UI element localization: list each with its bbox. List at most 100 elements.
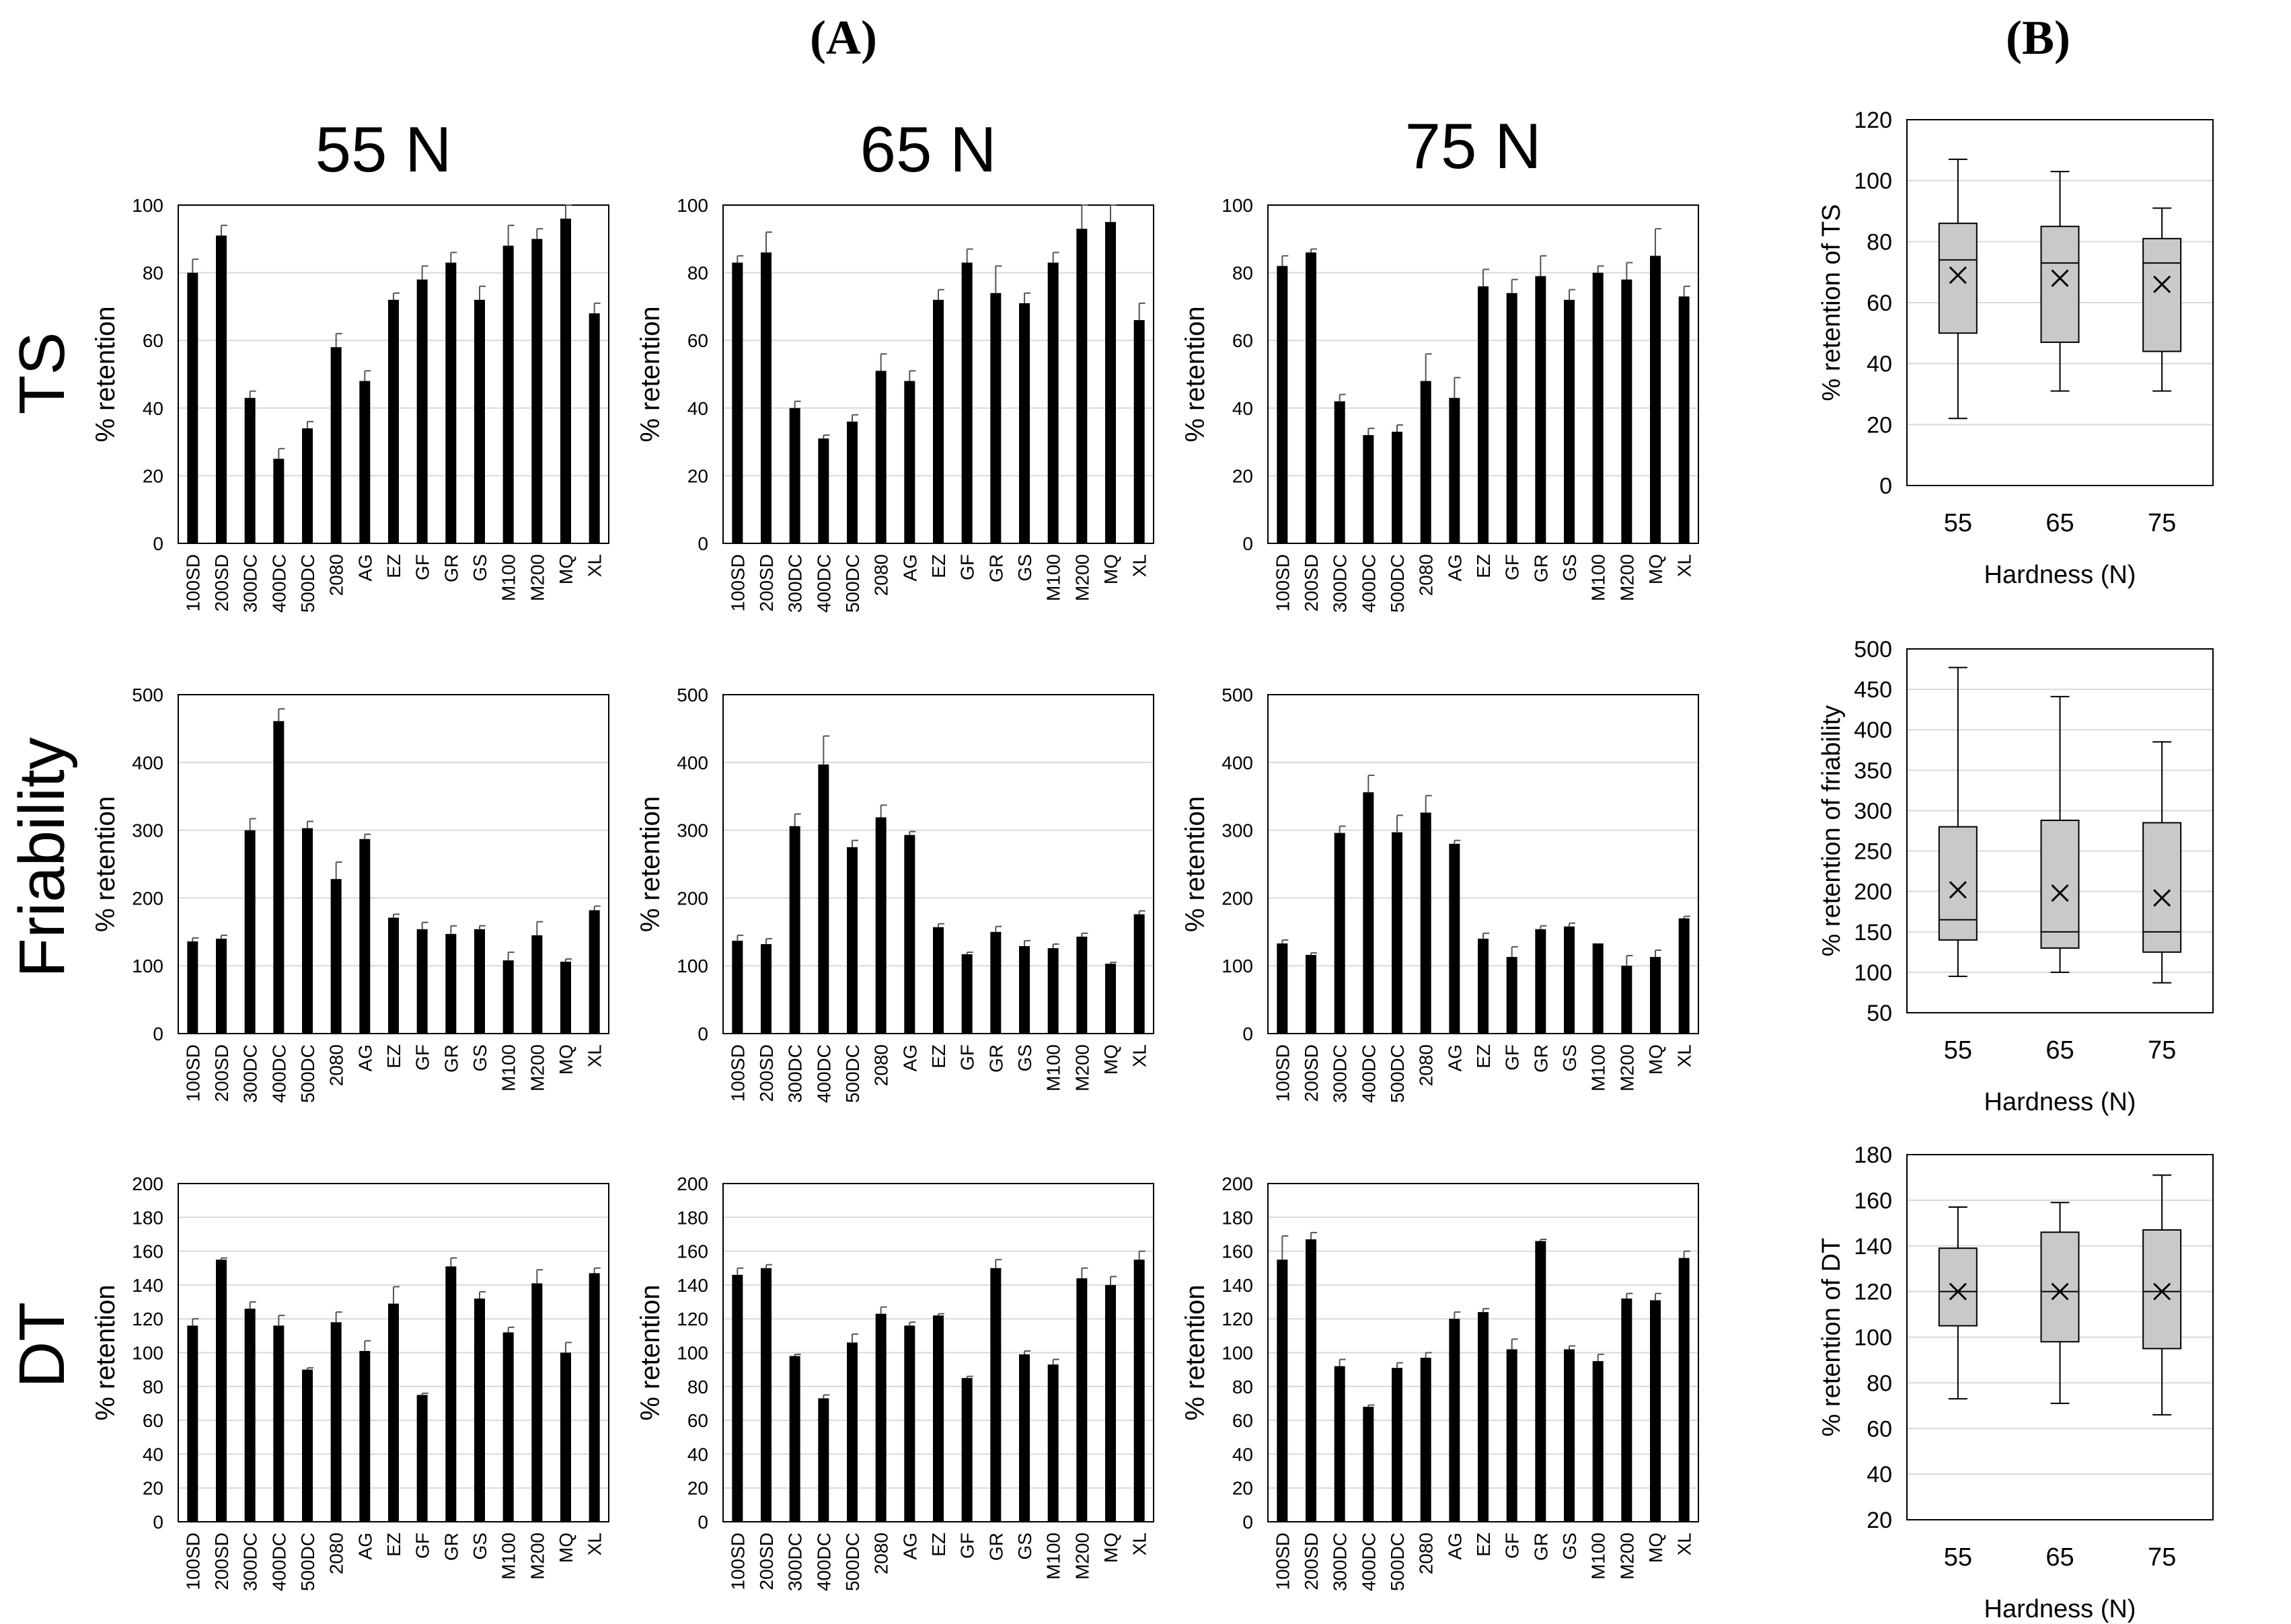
mean-marker: [1949, 266, 1967, 284]
charts-layer: 0 20 40 60 80 100 % retention 100SD 200SD 300DC 40…: [91, 108, 2214, 1623]
x-tick-label: M100: [1043, 554, 1064, 601]
x-tick-label: 65: [2045, 509, 2074, 537]
y-tick-label: 300: [132, 820, 163, 841]
bar-MQ: [560, 219, 571, 543]
plot-frame: [1906, 119, 2214, 486]
x-tick-label: XL: [1129, 1533, 1150, 1555]
y-tick-label: 20: [1232, 465, 1253, 486]
y-tick-label: 200: [677, 888, 708, 908]
y-tick-label: 180: [1854, 1143, 1892, 1168]
x-tick-label: 300DC: [1330, 554, 1351, 613]
y-tick-label: 60: [143, 1410, 163, 1431]
bar-300DC: [1334, 833, 1345, 1034]
x-tick-label: 75: [2148, 1036, 2176, 1065]
y-tick-label: 140: [677, 1275, 708, 1296]
bar-300DC: [244, 397, 256, 543]
x-tick-label: MQ: [1645, 554, 1666, 584]
bar-400DC: [1363, 435, 1374, 543]
x-tick-label: 500DC: [297, 1533, 318, 1591]
panel-label-b: (B): [2006, 11, 2070, 65]
bar-300DC: [789, 826, 800, 1034]
bar-EZ: [933, 1315, 944, 1522]
y-tick-label: 60: [1867, 291, 1892, 316]
x-tick-label: GR: [441, 554, 461, 582]
y-tick-label: 140: [132, 1275, 163, 1296]
bar-AG: [1449, 843, 1460, 1034]
bar-GF: [961, 1378, 973, 1522]
bar-200SD: [216, 938, 227, 1034]
bar-GR: [990, 931, 1002, 1034]
bar-GR: [990, 1268, 1002, 1522]
x-tick-label: MQ: [1100, 1044, 1121, 1075]
y-tick-label: 60: [687, 330, 708, 351]
x-tick-label: M200: [1072, 554, 1092, 601]
bar-500DC: [847, 1342, 858, 1522]
bar-XL: [589, 313, 600, 543]
bar-100SD: [732, 940, 743, 1034]
plot-frame: [1906, 648, 2214, 1013]
x-tick-label: M100: [1588, 1533, 1609, 1580]
y-tick-label: 300: [1854, 798, 1892, 824]
x-tick-label: M100: [498, 1533, 519, 1580]
x-tick-label: MQ: [1100, 1533, 1121, 1563]
x-tick-label: GF: [957, 1533, 978, 1559]
bar-AG: [1449, 397, 1460, 543]
column-title-55: 55 N: [315, 114, 452, 186]
bar-GF: [416, 1395, 428, 1522]
bar-200SD: [761, 1268, 772, 1522]
x-tick-label: 2080: [326, 1044, 347, 1086]
bar-GS: [474, 299, 485, 543]
y-tick-label: 40: [1232, 1444, 1253, 1465]
x-tick-label: GS: [1014, 554, 1035, 581]
x-axis-label: Hardness (N): [1984, 561, 2136, 589]
bar-XL: [1133, 1260, 1145, 1522]
x-tick-label: AG: [899, 1044, 920, 1071]
bar-300DC: [244, 1309, 256, 1522]
y-tick-label: 160: [132, 1241, 163, 1262]
bar-GF: [961, 954, 973, 1034]
y-tick-label: 100: [1854, 169, 1892, 194]
x-tick-label: 500DC: [842, 1044, 863, 1103]
y-axis-label: % retention: [91, 306, 120, 442]
y-tick-label: 0: [1242, 533, 1253, 554]
box-55: [1938, 826, 1978, 941]
bar-2080: [330, 879, 342, 1034]
bar-XL: [589, 910, 600, 1034]
x-tick-label: MQ: [556, 1533, 576, 1563]
bar-500DC: [1392, 832, 1402, 1034]
bar-GF: [961, 262, 973, 543]
x-tick-label: 2080: [871, 1533, 892, 1574]
bar-M100: [1592, 1361, 1604, 1522]
x-tick-label: M200: [527, 554, 548, 601]
x-tick-label: 100SD: [1272, 1044, 1293, 1102]
bar-chart-r0-c1: 0 20 40 60 80 100 % retention 100SD 200SD 300DC 40…: [636, 195, 1154, 613]
bar-100SD: [187, 941, 198, 1034]
bar-200SD: [1306, 1239, 1316, 1522]
x-tick-label: 300DC: [1330, 1044, 1351, 1103]
x-tick-label: 55: [1944, 509, 1972, 537]
x-tick-label: AG: [354, 1044, 375, 1071]
x-tick-label: AG: [354, 554, 375, 581]
y-tick-label: 80: [1867, 229, 1892, 255]
x-tick-label: 300DC: [240, 1044, 261, 1103]
x-tick-label: 400DC: [813, 1533, 834, 1591]
x-tick-label: MQ: [1100, 554, 1121, 584]
bar-EZ: [388, 299, 399, 543]
box-75: [2142, 822, 2182, 953]
bar-200SD: [761, 943, 772, 1034]
bar-GF: [1506, 293, 1517, 543]
bar-AG: [1449, 1319, 1460, 1522]
bar-2080: [330, 1322, 342, 1522]
x-tick-label: GS: [1559, 1533, 1580, 1559]
bar-GS: [474, 1299, 485, 1522]
y-tick-label: 60: [143, 330, 163, 351]
x-tick-label: AG: [899, 1533, 920, 1559]
bar-M100: [502, 245, 514, 543]
y-tick-label: 250: [1854, 839, 1892, 865]
column-title-65: 65 N: [860, 114, 997, 186]
x-tick-label: 400DC: [1358, 554, 1379, 613]
x-tick-label: AG: [1444, 554, 1465, 581]
y-tick-label: 400: [1222, 752, 1253, 773]
bar-GF: [1506, 957, 1517, 1034]
bar-500DC: [847, 421, 858, 543]
